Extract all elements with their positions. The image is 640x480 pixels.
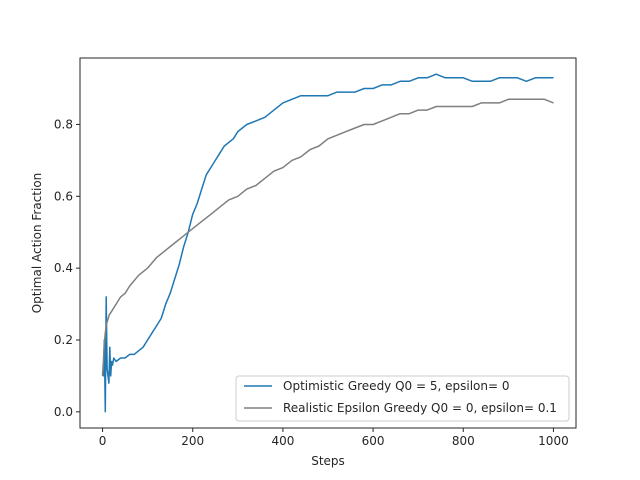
x-tick-label: 800 <box>452 434 475 448</box>
legend: Optimistic Greedy Q0 = 5, epsilon= 0 Rea… <box>235 375 570 422</box>
x-tick-label: 1000 <box>538 434 569 448</box>
x-tick-label: 600 <box>362 434 385 448</box>
y-tick-label: 0.4 <box>54 261 73 275</box>
legend-label-optimistic: Optimistic Greedy Q0 = 5, epsilon= 0 <box>283 379 510 393</box>
y-axis-label: Optimal Action Fraction <box>30 173 44 314</box>
series-line-optimistic <box>101 73 554 413</box>
series-line-realistic <box>101 98 554 376</box>
y-tick-label: 0.8 <box>54 117 73 131</box>
legend-label-realistic: Realistic Epsilon Greedy Q0 = 0, epsilon… <box>283 401 557 415</box>
y-tick-label: 0.6 <box>54 189 73 203</box>
x-tick-label: 200 <box>181 434 204 448</box>
x-axis-ticks: 0 200 400 600 800 1000 <box>99 428 569 448</box>
legend-box <box>235 375 570 422</box>
plot-frame <box>79 57 577 429</box>
y-tick-label: 0.0 <box>54 405 73 419</box>
x-tick-label: 400 <box>271 434 294 448</box>
x-axis-label: Steps <box>311 454 345 468</box>
plot-area <box>80 58 576 428</box>
y-axis-ticks: 0.0 0.2 0.4 0.6 0.8 <box>54 117 80 419</box>
series-layer <box>101 73 554 413</box>
y-tick-label: 0.2 <box>54 333 73 347</box>
x-tick-label: 0 <box>99 434 107 448</box>
